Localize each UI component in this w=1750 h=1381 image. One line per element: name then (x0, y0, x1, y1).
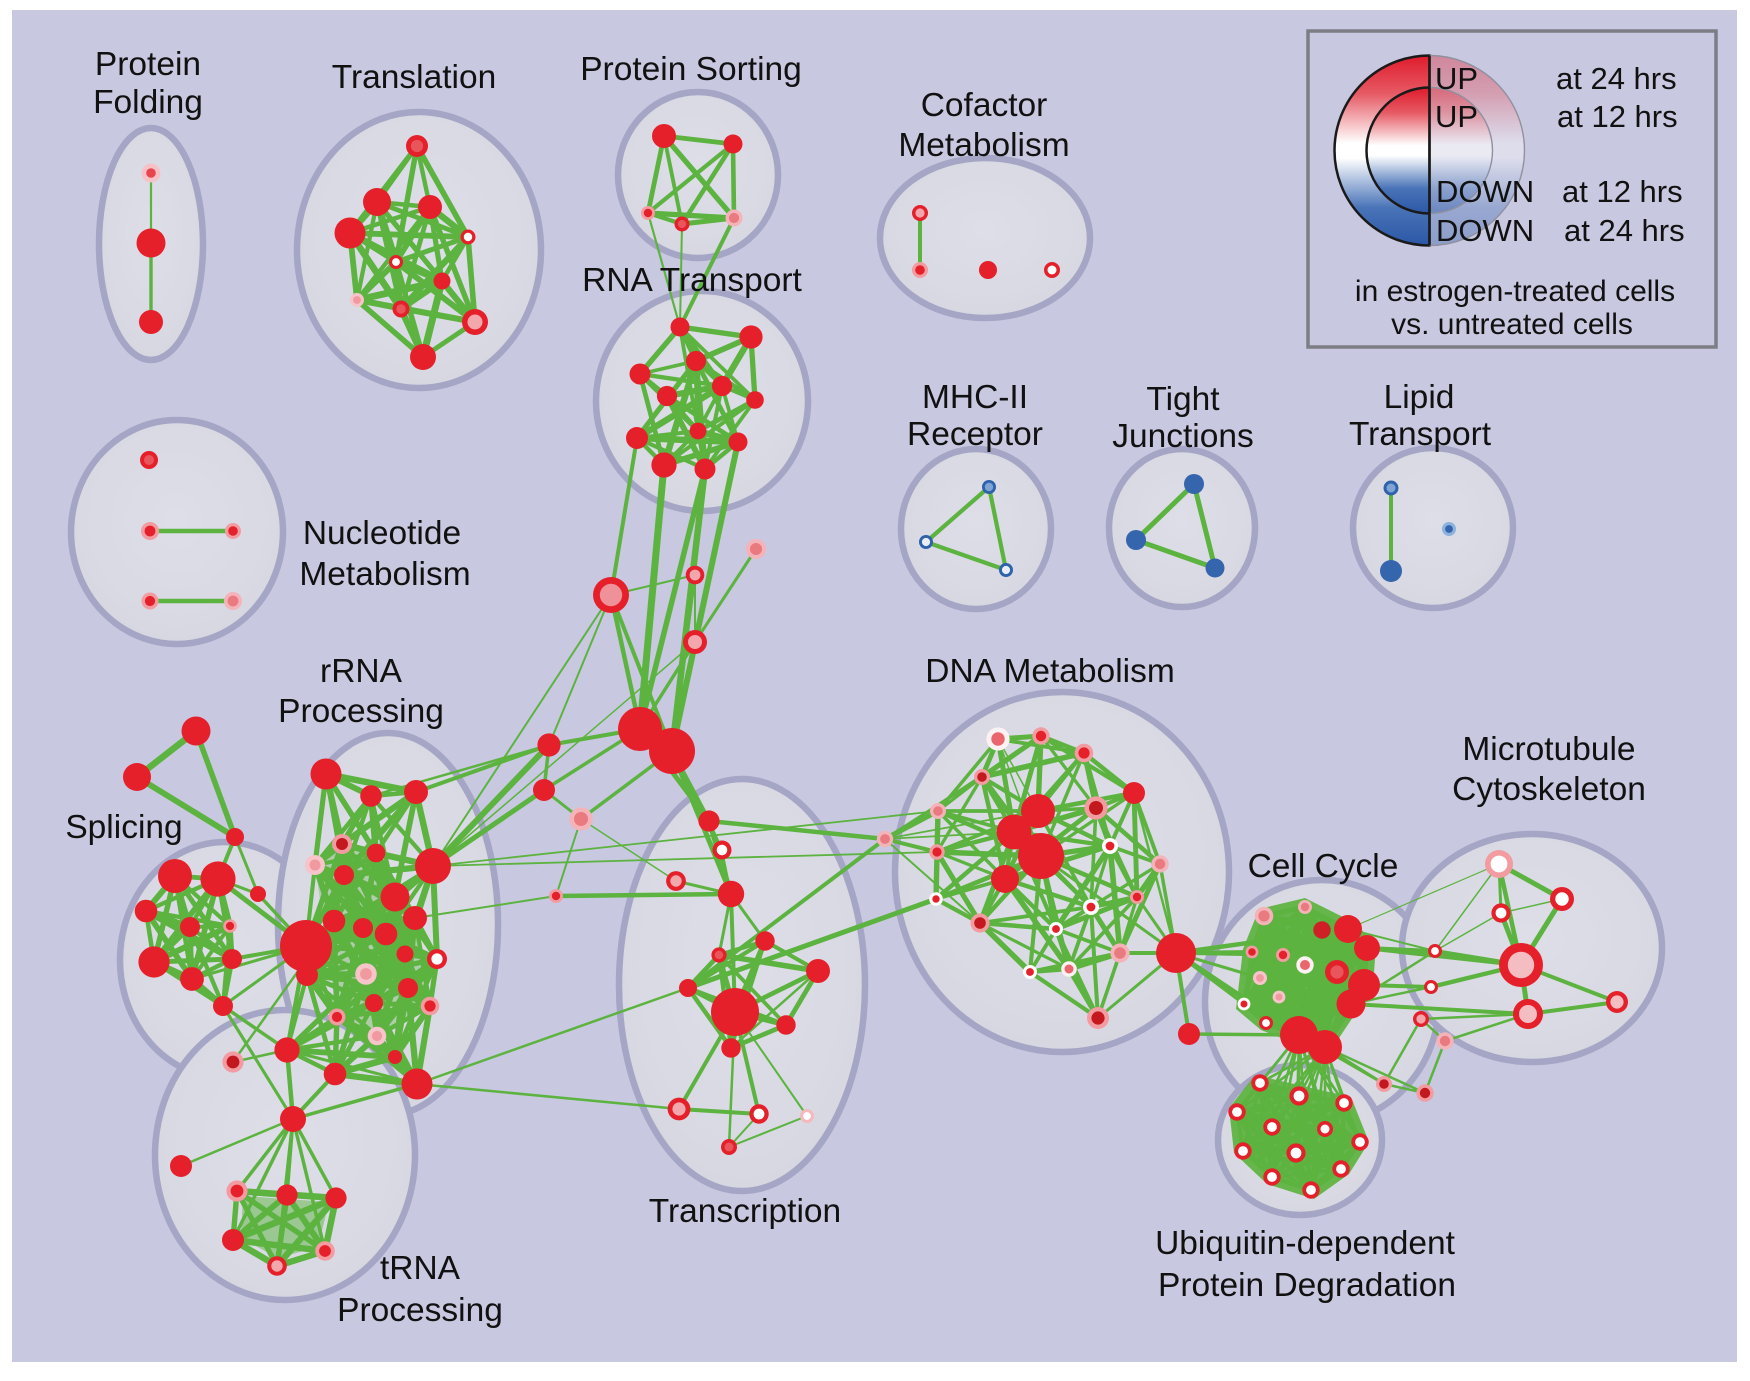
svg-text:RNA Transport: RNA Transport (582, 262, 802, 299)
svg-text:Folding: Folding (93, 84, 203, 121)
svg-text:Protein Sorting: Protein Sorting (580, 51, 802, 88)
svg-text:Metabolism: Metabolism (898, 127, 1069, 164)
svg-text:Splicing: Splicing (65, 809, 182, 846)
svg-text:Protein: Protein (95, 46, 201, 83)
svg-text:Junctions: Junctions (1112, 418, 1254, 455)
svg-text:Metabolism: Metabolism (299, 556, 470, 593)
svg-text:UP: UP (1435, 61, 1478, 96)
svg-text:Tight: Tight (1146, 381, 1220, 418)
svg-text:DOWN: DOWN (1436, 174, 1534, 209)
svg-text:Ubiquitin-dependent: Ubiquitin-dependent (1155, 1225, 1456, 1262)
svg-text:in estrogen-treated cells: in estrogen-treated cells (1355, 275, 1675, 308)
svg-text:tRNA: tRNA (380, 1250, 461, 1287)
svg-text:Cofactor: Cofactor (921, 87, 1048, 124)
svg-text:Lipid: Lipid (1384, 379, 1455, 416)
svg-text:Translation: Translation (332, 59, 496, 96)
svg-text:Processing: Processing (337, 1292, 503, 1329)
svg-text:MHC-II: MHC-II (922, 379, 1028, 416)
svg-text:Processing: Processing (278, 693, 444, 730)
svg-text:Transcription: Transcription (649, 1193, 841, 1230)
svg-text:Protein Degradation: Protein Degradation (1158, 1267, 1456, 1304)
svg-text:Microtubule: Microtubule (1462, 731, 1635, 768)
svg-text:Nucleotide: Nucleotide (303, 515, 461, 552)
svg-text:vs. untreated cells: vs. untreated cells (1391, 308, 1633, 341)
svg-text:at 24 hrs: at 24 hrs (1556, 61, 1677, 96)
svg-text:Transport: Transport (1349, 416, 1492, 453)
svg-text:Receptor: Receptor (907, 416, 1043, 453)
svg-text:Cell Cycle: Cell Cycle (1248, 848, 1399, 885)
svg-text:UP: UP (1435, 99, 1478, 134)
svg-text:at 24 hrs: at 24 hrs (1564, 213, 1685, 248)
svg-text:rRNA: rRNA (320, 653, 403, 690)
svg-text:DOWN: DOWN (1436, 213, 1534, 248)
svg-text:DNA Metabolism: DNA Metabolism (925, 653, 1174, 690)
svg-text:Cytoskeleton: Cytoskeleton (1452, 771, 1646, 808)
svg-text:at 12 hrs: at 12 hrs (1557, 99, 1678, 134)
svg-text:at 12 hrs: at 12 hrs (1562, 174, 1683, 209)
